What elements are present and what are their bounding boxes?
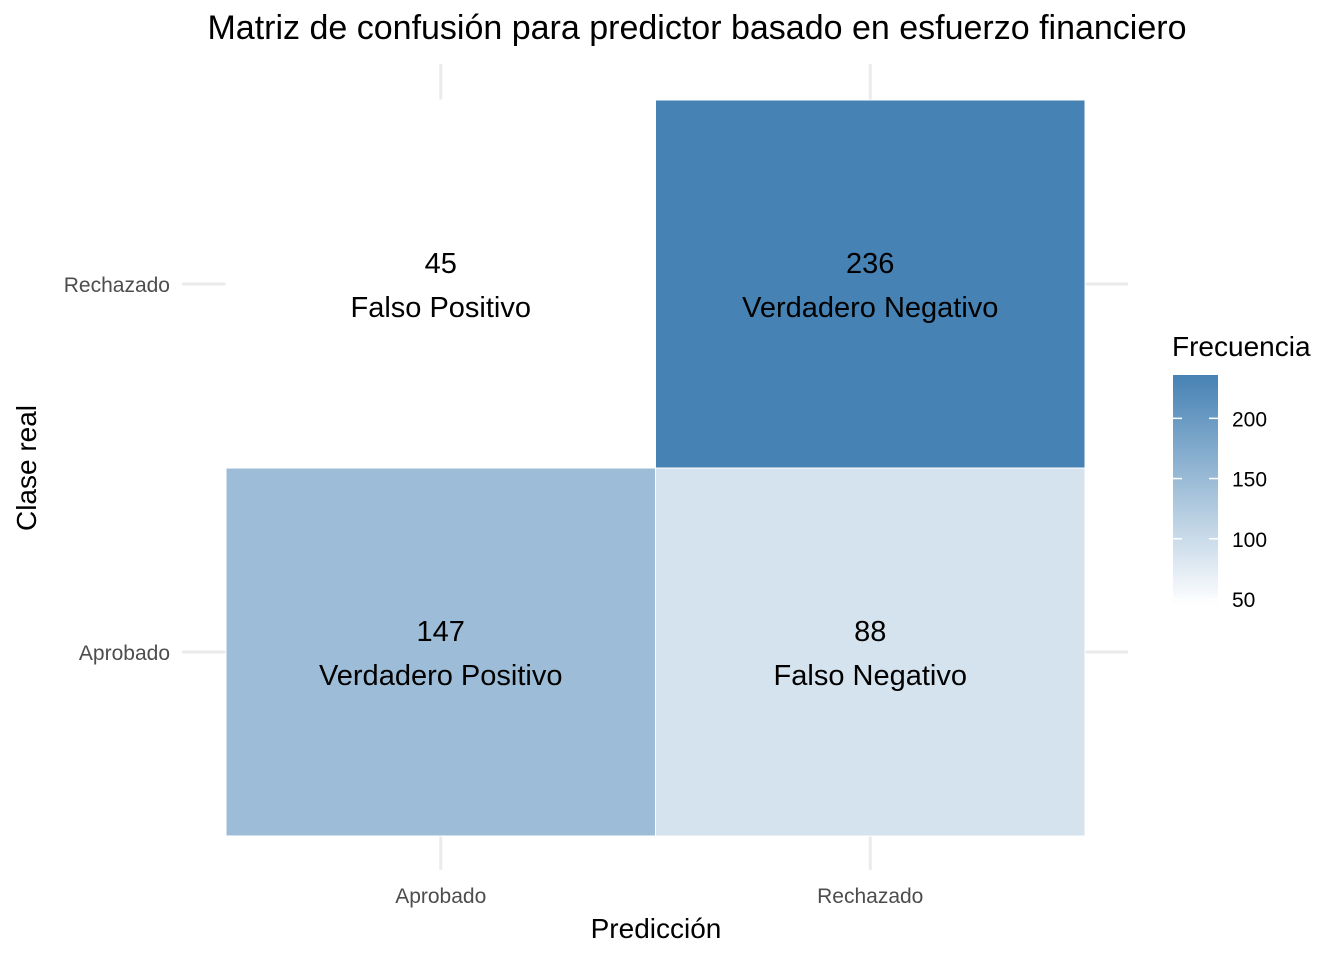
cell-label: Verdadero Negativo: [742, 292, 998, 324]
heatmap-cell: 147 Verdadero Positivo: [225, 467, 656, 837]
heatmap-tile: [225, 467, 656, 837]
y-axis-title: Clase real: [11, 405, 42, 531]
legend-colorbar: [1173, 375, 1218, 605]
legend-tick-label: 150: [1232, 469, 1267, 492]
cell-label: Verdadero Positivo: [319, 660, 562, 692]
heatmap-cell: 236 Verdadero Negativo: [655, 99, 1086, 469]
heatmap-cell: 45 Falso Positivo: [225, 99, 656, 469]
heatmap-cells: 45 Falso Positivo 236 Verdadero Negativo 147…: [225, 99, 1086, 837]
cell-count: 147: [417, 616, 465, 648]
cell-count: 236: [846, 248, 894, 280]
color-legend: Frecuencia 50 100 150 200: [1172, 331, 1311, 612]
x-tick-label: Aprobado: [395, 885, 486, 908]
heatmap-tile: [655, 99, 1086, 469]
heatmap-cell: 88 Falso Negativo: [655, 467, 1086, 837]
y-tick-label: Rechazado: [64, 274, 170, 297]
x-axis-ticks: Aprobado Rechazado: [395, 885, 923, 908]
legend-title: Frecuencia: [1172, 331, 1311, 362]
cell-count: 45: [425, 248, 457, 280]
chart-title: Matriz de confusión para predictor basad…: [207, 9, 1186, 47]
x-tick-label: Rechazado: [817, 885, 923, 908]
legend-tick-label: 100: [1232, 529, 1267, 552]
x-axis-title: Predicción: [591, 913, 722, 944]
heatmap-tile: [225, 99, 656, 469]
cell-count: 88: [854, 616, 886, 648]
legend-tick-label: 50: [1232, 589, 1255, 612]
y-axis-ticks: Aprobado Rechazado: [64, 274, 170, 665]
y-tick-label: Aprobado: [79, 642, 170, 665]
heatmap-tile: [655, 467, 1086, 837]
legend-tick-label: 200: [1232, 408, 1267, 431]
cell-label: Falso Negativo: [774, 660, 967, 692]
cell-label: Falso Positivo: [350, 292, 531, 324]
